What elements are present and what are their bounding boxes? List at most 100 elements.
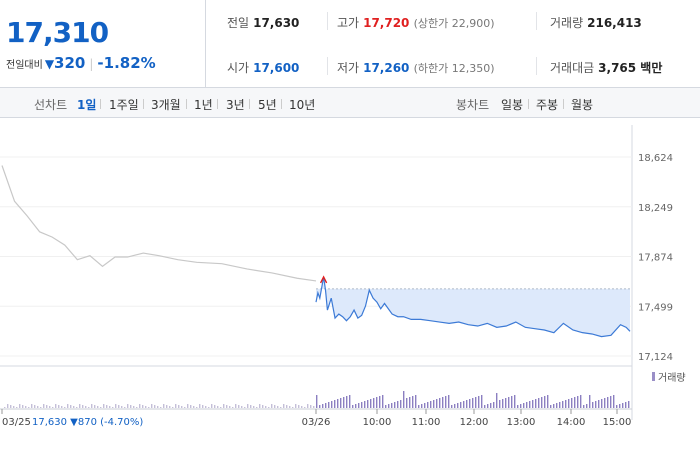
volume-bar <box>493 402 495 408</box>
volume-bar <box>556 403 558 408</box>
volume-bar <box>40 407 42 408</box>
volume-bar <box>238 405 240 408</box>
volume-bar <box>412 396 414 408</box>
current-price-box: 17,310 전일대비 ▼320 | -1.82% <box>0 0 206 88</box>
volume-bar <box>472 398 474 408</box>
volume-bar <box>181 406 183 408</box>
quote-stats: 전일 17,630 고가 17,720 (상한가 22,900) 거래량 216,41… <box>207 0 700 88</box>
volume-bar <box>382 395 384 408</box>
volume-bar <box>247 404 249 408</box>
volume-bar <box>397 401 399 408</box>
volume-bar <box>430 401 432 408</box>
volume-bar <box>607 397 609 408</box>
x-tick-label: 12:00 <box>460 417 489 428</box>
volume-bar <box>205 406 207 408</box>
volume-bar <box>73 406 75 408</box>
volume-bar <box>67 404 69 408</box>
down-triangle-icon: ▼ <box>44 57 55 71</box>
volume-bar <box>37 406 39 408</box>
x-tick-label: 03/26 <box>302 417 331 428</box>
divider <box>186 99 187 109</box>
change-amount: 320 <box>54 54 86 72</box>
volume-bar <box>217 406 219 408</box>
volume-bar <box>559 402 561 408</box>
volume-bar <box>307 404 309 408</box>
volume-bar <box>100 407 102 408</box>
volume-bar <box>436 399 438 408</box>
volume-bar <box>550 405 552 408</box>
tab-1d[interactable]: 1일 <box>77 98 97 112</box>
volume-bar <box>589 395 591 408</box>
volume-bar <box>34 405 36 408</box>
volume-bar <box>265 406 267 408</box>
volume-bar <box>118 405 120 408</box>
candle-chart-label: 봉차트 <box>456 98 490 112</box>
volume-bar <box>619 404 621 408</box>
volume-bar <box>439 398 441 408</box>
volume-bar <box>298 405 300 408</box>
tab-10y[interactable]: 10년 <box>289 98 316 112</box>
volume-bar <box>280 407 282 408</box>
volume-bar <box>301 406 303 408</box>
volume-bar <box>352 405 354 408</box>
y-tick-label: 18,249 <box>638 203 673 214</box>
tab-1y[interactable]: 1년 <box>194 98 213 112</box>
today-price-line <box>315 276 631 338</box>
divider <box>563 99 564 109</box>
y-tick-label: 18,624 <box>638 153 673 164</box>
volume-bar <box>565 400 567 408</box>
volume-bar <box>574 397 576 408</box>
volume-legend-label: 거래량 <box>658 372 686 384</box>
volume-bar <box>70 405 72 408</box>
volume-bar <box>391 403 393 408</box>
volume-bar <box>184 407 186 408</box>
volume-bar <box>538 398 540 408</box>
volume-bar <box>289 406 291 408</box>
volume-bar <box>19 404 21 408</box>
volume-bar <box>601 399 603 408</box>
volume-bar <box>547 395 549 408</box>
volume-legend-swatch <box>652 372 655 381</box>
tab-daily-candle[interactable]: 일봉 <box>501 98 524 112</box>
tab-3y[interactable]: 3년 <box>226 98 245 112</box>
volume-bar <box>409 397 411 408</box>
volume-bar <box>370 399 372 408</box>
divider <box>249 99 250 109</box>
volume-bar <box>571 398 573 408</box>
volume-bar <box>328 402 330 408</box>
volume-bar <box>577 396 579 408</box>
volume-bar <box>541 397 543 408</box>
volume-bar <box>61 406 63 408</box>
volume-bar <box>604 398 606 408</box>
volume-bar <box>232 407 234 408</box>
volume-bar <box>97 406 99 408</box>
tab-1w[interactable]: 1주일 <box>109 98 139 112</box>
volume-bar <box>562 401 564 408</box>
volume-bar <box>628 401 630 408</box>
tab-weekly-candle[interactable]: 주봉 <box>536 98 559 112</box>
tab-monthly-candle[interactable]: 월봉 <box>571 98 594 112</box>
volume-bar <box>346 396 348 408</box>
volume-bar <box>208 407 210 408</box>
volume-bar <box>145 406 147 408</box>
volume-bar <box>322 404 324 408</box>
volume-bar <box>25 406 27 408</box>
tab-5y[interactable]: 5년 <box>258 98 277 112</box>
volume-bar <box>274 405 276 408</box>
divider <box>217 99 218 109</box>
volume-bar <box>454 404 456 408</box>
volume-bar <box>496 393 498 408</box>
volume-bar <box>580 395 582 408</box>
volume-bar <box>403 391 405 408</box>
current-price: 17,310 <box>6 16 109 49</box>
tab-3m[interactable]: 3개월 <box>151 98 181 112</box>
volume-bar <box>514 395 516 408</box>
volume-bar <box>292 407 294 408</box>
volume-bar <box>592 402 594 408</box>
stat-trade-value: 거래대금 3,765 백만 <box>550 61 663 75</box>
volume-bar <box>175 404 177 408</box>
volume-bar <box>64 407 66 408</box>
volume-bar <box>178 405 180 408</box>
volume-bar <box>367 400 369 408</box>
volume-bar <box>310 405 312 408</box>
